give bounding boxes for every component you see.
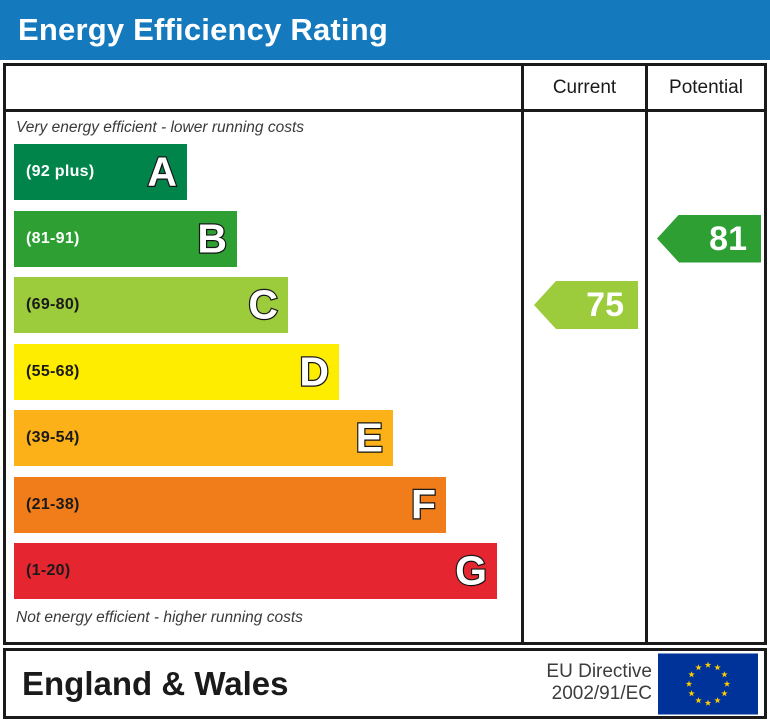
eu-star xyxy=(704,661,712,668)
rating-band-b: (81-91) B xyxy=(14,210,237,267)
rating-band-g: (1-20) G xyxy=(14,543,497,599)
column-divider-current xyxy=(521,112,524,642)
rating-band-d: (55-68) D xyxy=(14,343,339,400)
eu-star xyxy=(695,696,702,703)
band-range-label-c: (69-80) xyxy=(26,296,80,313)
band-letter-a: A xyxy=(146,148,178,195)
band-letter-g: G xyxy=(454,547,488,594)
eu-star xyxy=(688,689,695,696)
page-title: Energy Efficiency Rating xyxy=(18,12,389,47)
rating-band-f: (21-38) F xyxy=(14,476,446,533)
band-range-label-a: (92 plus) xyxy=(26,163,95,180)
rating-band-e: (39-54) E xyxy=(14,410,393,466)
eu-star xyxy=(695,663,702,670)
eu-star xyxy=(714,663,721,670)
footer-bar: England & Wales EU Directive 2002/91/EC xyxy=(3,648,767,719)
column-header-potential: Potential xyxy=(645,66,764,109)
footer-directive-line2: 2002/91/EC xyxy=(551,683,652,705)
column-header-current: Current xyxy=(521,66,645,109)
potential-rating-arrow: 81 xyxy=(657,214,761,263)
band-letter-d: D xyxy=(298,348,330,394)
eu-star xyxy=(721,689,728,696)
title-bar: Energy Efficiency Rating xyxy=(0,0,770,60)
eu-flag-icon xyxy=(658,653,758,714)
table-body: Very energy efficient - lower running co… xyxy=(6,112,764,642)
column-divider-potential xyxy=(645,112,648,642)
eu-star xyxy=(723,680,731,687)
band-letter-b: B xyxy=(196,215,228,261)
band-range-label-d: (55-68) xyxy=(26,362,80,380)
band-letter-e: E xyxy=(354,414,384,461)
band-range-label-b: (81-91) xyxy=(26,229,80,247)
band-range-label-e: (39-54) xyxy=(26,429,80,446)
table-header-row: Current Potential xyxy=(6,66,764,112)
footer-directive-label: EU Directive 2002/91/EC xyxy=(546,661,652,707)
band-range-label-g: (1-20) xyxy=(26,562,71,579)
rating-table: Current Potential Very energy efficient … xyxy=(3,63,767,645)
caption-very-efficient: Very energy efficient - lower running co… xyxy=(16,119,305,136)
band-range-label-f: (21-38) xyxy=(26,495,80,513)
column-header-blank xyxy=(6,66,521,109)
current-rating-arrow: 75 xyxy=(534,281,638,329)
eu-star xyxy=(685,680,693,687)
band-letter-c: C xyxy=(247,281,279,328)
band-letter-f: F xyxy=(410,481,437,527)
caption-not-efficient: Not energy efficient - higher running co… xyxy=(16,609,303,626)
rating-band-c: (69-80) C xyxy=(14,277,288,333)
eu-star xyxy=(704,699,712,706)
rating-band-a: (92 plus) A xyxy=(14,144,187,200)
rating-bands: (92 plus) A (81-91) B (69-80) C (55-68) D (39-54… xyxy=(14,144,519,604)
eu-star xyxy=(721,670,728,677)
eu-star xyxy=(714,696,721,703)
eu-star xyxy=(688,670,695,677)
footer-directive-line1: EU Directive xyxy=(546,660,652,682)
footer-region-label: England & Wales xyxy=(22,664,289,702)
